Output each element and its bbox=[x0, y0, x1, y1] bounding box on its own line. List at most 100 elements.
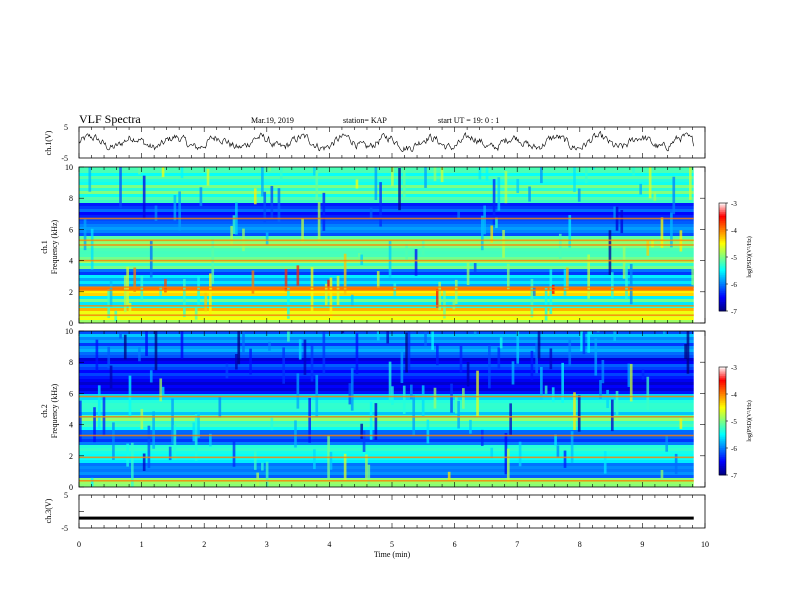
spectrogram-cell bbox=[582, 332, 586, 355]
spectrogram-cell bbox=[268, 167, 271, 172]
spectrogram-cell bbox=[109, 365, 113, 389]
spectrogram-cell bbox=[149, 370, 153, 383]
spectrogram-cell bbox=[256, 472, 259, 486]
spectrogram-cell bbox=[112, 422, 115, 460]
spectrogram-cell bbox=[350, 368, 354, 411]
colorbar-cell bbox=[719, 267, 726, 270]
spectrogram-cell bbox=[410, 384, 413, 400]
colorbar-tick-label: -5 bbox=[731, 254, 737, 262]
spectrogram-cell bbox=[329, 451, 333, 470]
spectrogram-cell bbox=[388, 240, 392, 278]
colorbar-cell bbox=[719, 428, 726, 431]
spectrogram-row bbox=[79, 167, 694, 170]
spectrogram-cell bbox=[209, 273, 212, 317]
spectrogram-row bbox=[79, 433, 694, 436]
narrowband-line bbox=[79, 479, 694, 482]
narrowband-line bbox=[79, 416, 694, 418]
time-axis-label: Time (min) bbox=[374, 550, 411, 559]
ch3-ticks bbox=[78, 495, 706, 528]
spectrogram-cell bbox=[126, 266, 129, 306]
spectrogram-cell bbox=[123, 275, 127, 313]
spectrogram-cell bbox=[159, 378, 163, 402]
colorbar-cell bbox=[719, 307, 726, 310]
spectrogram-cell bbox=[194, 414, 198, 461]
x-tick-label: 7 bbox=[515, 540, 519, 549]
spectrogram-cell bbox=[298, 339, 302, 360]
x-tick-label: 3 bbox=[265, 540, 269, 549]
narrowband-line bbox=[79, 434, 694, 437]
colorbar-cell bbox=[719, 446, 726, 449]
spectrogram-row bbox=[79, 385, 694, 388]
spectrogram-cell bbox=[490, 447, 494, 459]
spectrogram-row bbox=[79, 352, 694, 355]
spectrogram-cell bbox=[580, 331, 583, 352]
spectrogram-cell bbox=[270, 416, 274, 431]
spectrogram-cell bbox=[374, 167, 378, 200]
spectrogram-cell bbox=[282, 347, 285, 384]
colorbar-cell bbox=[719, 397, 726, 400]
colorbar-cell bbox=[719, 370, 726, 373]
spectrogram-cell bbox=[398, 168, 401, 211]
spectrogram-row bbox=[79, 397, 694, 400]
colorbar-cell bbox=[719, 235, 726, 238]
spectrogram-row bbox=[79, 257, 694, 260]
spectrogram-cell bbox=[530, 279, 534, 318]
x-tick-label: 9 bbox=[640, 540, 644, 549]
spectrogram-cell bbox=[592, 167, 595, 170]
spectrogram-row bbox=[79, 242, 694, 245]
colorbar-cell bbox=[719, 412, 726, 415]
x-tick-label: 8 bbox=[578, 540, 582, 549]
ch1-colorbar: -3 -4 -5 -6 -7 log(PSD)(V²/Hz) bbox=[718, 200, 753, 316]
spectrogram-cell bbox=[287, 331, 290, 342]
spectrogram-cell bbox=[622, 246, 626, 279]
y-tick-label: 0 bbox=[69, 319, 73, 328]
spectrogram-cell bbox=[317, 202, 321, 243]
spectrogram-cell bbox=[436, 289, 439, 308]
ch2-spectrogram-ticks bbox=[78, 331, 706, 487]
spectrogram-row bbox=[79, 367, 694, 370]
narrowband-line bbox=[79, 239, 694, 242]
spectrogram-row bbox=[79, 418, 694, 421]
spectrogram-cell bbox=[440, 167, 444, 183]
colorbar-cell bbox=[719, 253, 726, 256]
colorbar-cell bbox=[719, 210, 726, 213]
colorbar-cell bbox=[719, 424, 726, 427]
colorbar-cell bbox=[719, 399, 726, 402]
x-tick-label: 0 bbox=[77, 540, 81, 549]
spectrogram-cell bbox=[218, 396, 222, 418]
spectrogram-cell bbox=[544, 287, 548, 321]
spectrogram-row bbox=[79, 191, 694, 194]
spectrogram-row bbox=[79, 287, 694, 290]
colorbar-cell bbox=[719, 262, 726, 265]
ch1-ticks bbox=[78, 127, 706, 158]
colorbar-cell bbox=[719, 422, 726, 425]
spectrogram-cell bbox=[511, 361, 515, 385]
spectrogram-cell bbox=[506, 263, 510, 290]
colorbar-cell bbox=[719, 239, 726, 242]
spectrogram-cell bbox=[537, 331, 541, 359]
spectrogram-cell bbox=[199, 187, 203, 206]
spectrogram-cell bbox=[405, 332, 408, 373]
spectrogram-cell bbox=[140, 275, 144, 301]
spectrogram-cell bbox=[516, 331, 520, 364]
spectrogram-cell bbox=[161, 167, 165, 178]
spectrogram-cell bbox=[83, 219, 87, 251]
spectrogram-cell bbox=[313, 167, 316, 176]
spectrogram-cell bbox=[625, 265, 628, 300]
spectrogram-cell bbox=[540, 366, 543, 400]
spectrogram-row bbox=[79, 233, 694, 236]
colorbar-cell bbox=[719, 275, 726, 278]
colorbar-cell bbox=[719, 217, 726, 220]
spectrogram-row bbox=[79, 388, 694, 391]
colorbar-cell bbox=[719, 213, 726, 216]
colorbar-cell bbox=[719, 374, 726, 377]
colorbar-tick-label: -3 bbox=[731, 364, 737, 372]
y-tick-label: 8 bbox=[69, 194, 73, 203]
station-label: station= KAP bbox=[343, 116, 387, 125]
colorbar-tick-label: -7 bbox=[731, 308, 737, 316]
colorbar-cell bbox=[719, 303, 726, 306]
ch1-waveform-line bbox=[78, 130, 694, 152]
colorbar-cell bbox=[719, 258, 726, 261]
colorbar-cell bbox=[719, 300, 726, 303]
colorbar-cell bbox=[719, 291, 726, 294]
